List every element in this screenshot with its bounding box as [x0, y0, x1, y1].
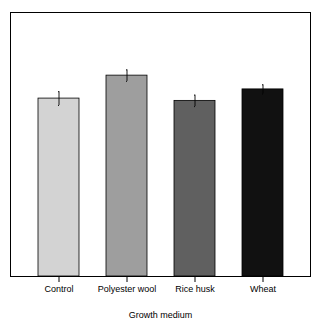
svg-text:Polyester wool: Polyester wool — [98, 284, 157, 294]
svg-text:Growth medium: Growth medium — [129, 310, 193, 320]
svg-text:Wheat: Wheat — [250, 284, 277, 294]
svg-text:Control: Control — [44, 284, 73, 294]
svg-text:Rice husk: Rice husk — [175, 284, 215, 294]
